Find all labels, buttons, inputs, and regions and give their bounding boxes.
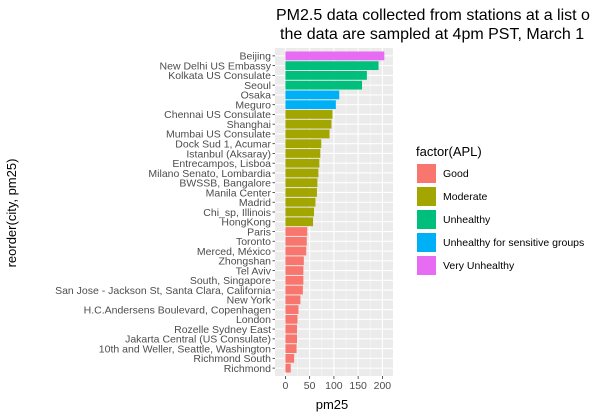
category-label: Madrid	[239, 197, 271, 209]
bar	[285, 71, 367, 80]
bar	[285, 334, 298, 344]
legend-swatch	[417, 256, 436, 275]
bar	[285, 158, 320, 168]
x-tick-label: 150	[349, 380, 367, 392]
category-label: Chennai US Consulate	[164, 109, 271, 121]
legend-label: Unhealthy for sensitive groups	[443, 237, 584, 249]
category-label: 10th and Weller, Seattle, Washington	[99, 343, 271, 355]
category-label: Richmond	[224, 363, 271, 375]
legend-swatch	[417, 233, 436, 252]
category-label: Jakarta Central (US Consulate)	[125, 334, 271, 346]
category-label: Meguro	[235, 99, 271, 111]
legend-label: Unhealthy	[443, 214, 491, 226]
legend: factor(APL) Good Moderate Unhealthy Unhealt…	[416, 144, 584, 275]
chart-title-line-1: PM2.5 data collected from stations at a …	[276, 7, 590, 24]
bar	[285, 207, 315, 217]
bar	[285, 178, 318, 188]
bar	[285, 344, 297, 353]
bar	[285, 197, 316, 207]
category-label: Entrecampos, Lisboa	[172, 158, 271, 170]
bars	[285, 51, 385, 373]
bar	[285, 90, 340, 100]
bar	[285, 246, 307, 256]
category-label: Beijing	[239, 51, 271, 63]
x-tick-label: 0	[282, 380, 288, 392]
bar	[285, 80, 363, 90]
category-label: H.C.Andersens Boulevard, Copenhagen	[84, 304, 272, 316]
bar	[285, 275, 304, 285]
bar	[285, 119, 332, 129]
bar	[285, 168, 319, 178]
x-tick-label: 50	[304, 380, 316, 392]
category-label: London	[236, 314, 271, 326]
bar	[285, 324, 298, 334]
category-label: Kolkata US Consulate	[168, 70, 271, 82]
bar	[285, 51, 385, 61]
bar	[285, 266, 304, 275]
category-label: Paris	[247, 226, 271, 238]
legend-swatch	[417, 164, 436, 183]
bar	[285, 256, 304, 266]
bar	[285, 217, 314, 227]
category-label: Shanghai	[227, 119, 271, 131]
bar	[285, 139, 322, 149]
bar	[285, 305, 299, 314]
bar	[285, 363, 291, 373]
legend-swatch	[417, 187, 436, 206]
x-axis-title: pm25	[316, 397, 349, 412]
bar	[285, 61, 379, 71]
bar	[285, 149, 321, 158]
category-label: Osaka	[241, 90, 272, 102]
legend-label: Very Unhealthy	[443, 260, 515, 272]
category-label: Seoul	[244, 80, 271, 92]
category-label: New Delhi US Embassy	[160, 60, 272, 72]
legend-label: Moderate	[443, 191, 488, 203]
bar	[285, 285, 303, 295]
category-label: Toronto	[236, 236, 271, 248]
bar	[285, 353, 295, 363]
category-label: Dock Sud 1, Acumar	[175, 138, 271, 150]
x-tick-label: 200	[374, 380, 392, 392]
category-label: New York	[227, 295, 272, 307]
category-label: Richmond South	[193, 353, 271, 365]
category-label: Istanbul (Aksaray)	[186, 148, 271, 160]
y-axis-title: reorder(city, pm25)	[4, 159, 19, 268]
bar	[285, 314, 298, 324]
category-label: Chi_sp, Illinois	[203, 207, 271, 219]
bar	[285, 129, 330, 139]
x-axis-ticks: 0 50 100 150 200	[282, 376, 391, 392]
bar	[285, 295, 301, 305]
bar	[285, 188, 317, 197]
chart-title-line-2: the data are sampled at 4pm PST, March 1	[280, 26, 584, 43]
category-label: Zhongshan	[218, 256, 271, 268]
x-tick-label: 100	[325, 380, 343, 392]
category-label: BWSSB, Bangalore	[179, 178, 271, 190]
category-label: San Jose - Jackson St, Santa Clara, Cali…	[55, 285, 271, 297]
category-label: Manila Center	[206, 187, 272, 199]
bar	[285, 100, 336, 110]
category-label: Mumbai US Consulate	[166, 129, 271, 141]
category-label: HongKong	[221, 217, 271, 229]
bar	[285, 236, 307, 246]
category-label: Rozelle Sydney East	[174, 324, 271, 336]
bar	[285, 227, 308, 236]
legend-swatch	[417, 210, 436, 229]
legend-label: Good	[443, 168, 469, 180]
legend-title: factor(APL)	[416, 144, 482, 159]
bar	[285, 110, 333, 119]
category-label: Tel Aviv	[236, 265, 272, 277]
category-label: Milano Senato, Lombardia	[148, 168, 271, 180]
category-label: South, Singapore	[190, 275, 271, 287]
category-label: Merced, México	[197, 246, 271, 258]
